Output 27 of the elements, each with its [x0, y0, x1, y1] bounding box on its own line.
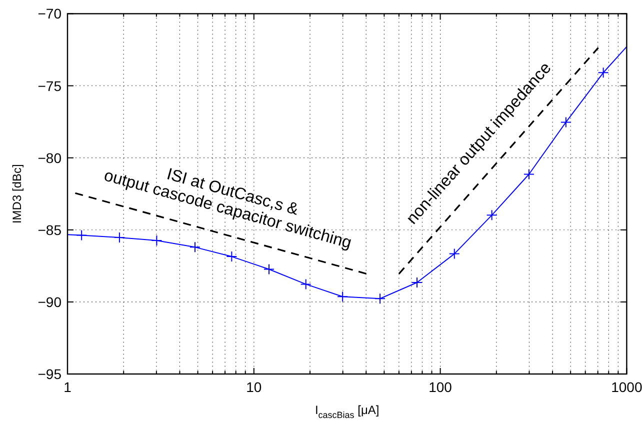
- point: [76, 230, 88, 241]
- point: [486, 210, 498, 221]
- y-tick-label: −80: [38, 150, 62, 166]
- y-axis-title: IMD3 [dBc]: [10, 164, 24, 224]
- y-tick-label: −70: [38, 6, 62, 22]
- point: [300, 278, 312, 290]
- y-tick-label: −85: [38, 222, 62, 238]
- point: [263, 264, 274, 275]
- x-tick-label: 100: [428, 379, 452, 395]
- y-tick-label: −90: [38, 294, 62, 310]
- y-tick-label: −95: [38, 366, 62, 382]
- x-tick-label: 1000: [611, 379, 642, 395]
- point: [523, 168, 534, 180]
- point: [448, 248, 460, 260]
- y-tick-label: −75: [38, 78, 62, 94]
- point: [151, 235, 162, 246]
- point: [189, 242, 200, 253]
- point: [337, 291, 348, 302]
- point: [560, 116, 572, 128]
- x-tick-label: 10: [246, 379, 262, 395]
- point: [226, 251, 238, 262]
- point: [374, 293, 386, 304]
- x-axis-title: I$_{cascBias}$ [μA]: [314, 403, 380, 420]
- point: [598, 67, 609, 78]
- x-tick-label: 1: [64, 379, 72, 395]
- point: [412, 276, 423, 288]
- point: [114, 232, 125, 244]
